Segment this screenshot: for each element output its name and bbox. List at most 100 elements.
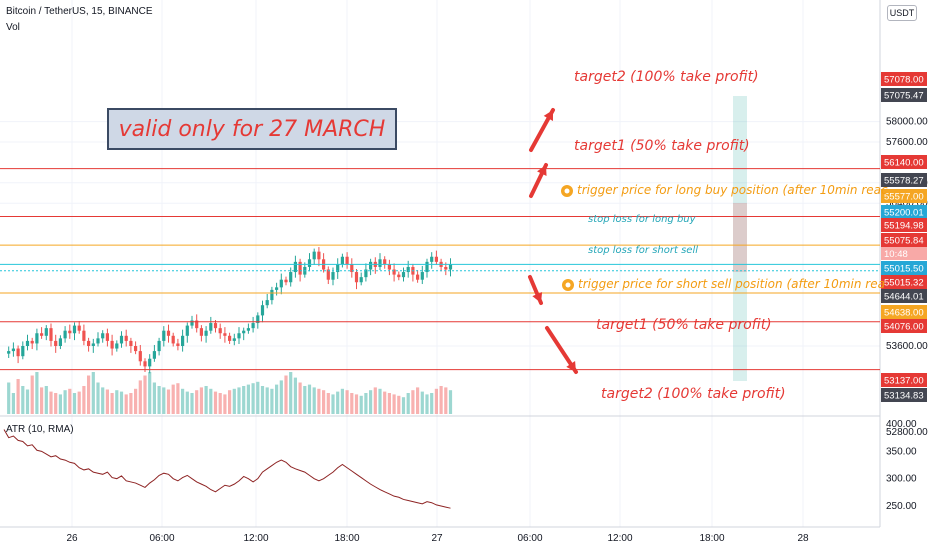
- atr-line: [3, 429, 451, 509]
- arrow-up-target1: [529, 163, 548, 198]
- volume-bar: [213, 391, 218, 414]
- candles: [7, 247, 453, 374]
- volume-bar: [115, 390, 119, 414]
- candle-body: [425, 261, 429, 273]
- candle-body: [72, 325, 77, 334]
- price-tag: 55200.01: [881, 205, 927, 219]
- volume-bar: [77, 391, 81, 414]
- candle-body: [190, 320, 194, 326]
- volume-bar: [265, 387, 269, 414]
- time-tick-label: 27: [431, 533, 443, 544]
- volume-bar: [171, 384, 175, 414]
- candle-body: [143, 361, 147, 367]
- volume-bar: [246, 384, 250, 414]
- candle-body: [350, 264, 354, 273]
- atr-tick-label: 350.00: [886, 446, 917, 457]
- short-trigger-icon: [562, 279, 574, 291]
- volume-bar: [312, 387, 316, 414]
- price-tag-label: 55075.84: [884, 236, 924, 247]
- volume-bar: [11, 393, 15, 414]
- volume-bar: [138, 380, 142, 414]
- time-axis: 26 06:00 12:00 18:00 27 06:00 12:00 18:00 28: [66, 533, 809, 544]
- candle-body: [199, 328, 203, 336]
- symbol-title: Bitcoin / TetherUS, 15, BINANCE: [6, 6, 153, 17]
- volume-bar: [7, 382, 11, 414]
- volume-bar: [119, 391, 124, 414]
- volume-bar: [218, 393, 222, 414]
- volume-bar: [359, 395, 363, 414]
- volume-bar: [387, 393, 391, 414]
- arrow-down-target2: [545, 326, 578, 374]
- long-trigger-icon: [561, 185, 573, 197]
- price-tag-label: 53137.00: [884, 376, 924, 387]
- volume-bar: [289, 372, 293, 414]
- volume-bar: [44, 386, 48, 414]
- candle-body: [91, 343, 95, 346]
- candle-body: [134, 346, 138, 352]
- time-tick-label: 12:00: [243, 533, 268, 544]
- volume-bar: [87, 375, 91, 414]
- volume-bar: [411, 390, 415, 414]
- volume-bar: [49, 391, 53, 414]
- time-tick-label: 06:00: [517, 533, 542, 544]
- volume-bar: [101, 387, 105, 414]
- price-tag: 55577.00: [881, 189, 927, 203]
- forecast-zone-mid: [733, 203, 747, 272]
- candle-body: [176, 343, 180, 346]
- time-tick-label: 28: [797, 533, 809, 544]
- volume-bar: [223, 394, 227, 414]
- volume-bars: [7, 372, 453, 414]
- annotation-target1-down: target1 (50% take profit): [596, 317, 772, 333]
- volume-bar: [298, 382, 302, 414]
- candle-body: [101, 333, 105, 339]
- annotation-long-trigger: trigger price for long buy position (aft…: [577, 183, 888, 197]
- price-tag: 54076.00: [881, 319, 927, 333]
- candle-body: [40, 333, 44, 336]
- price-tag: 55578.27: [881, 173, 927, 187]
- volume-bar: [420, 391, 424, 414]
- price-tag: 57075.47: [881, 88, 927, 102]
- annotation-target2-up: target2 (100% take profit): [574, 69, 759, 85]
- volume-bar: [383, 391, 387, 414]
- volume-bar: [228, 390, 232, 414]
- volume-bar: [369, 390, 373, 414]
- candle-body: [260, 305, 265, 316]
- volume-bar: [176, 383, 180, 414]
- candle-body: [49, 328, 53, 341]
- volume-bar: [181, 388, 185, 414]
- volume-bar: [204, 386, 208, 414]
- candle-body: [35, 333, 39, 344]
- candle-body: [96, 338, 100, 344]
- level-lines: [0, 168, 880, 371]
- price-tag-label: 55577.00: [884, 192, 924, 203]
- candle-body: [77, 325, 81, 331]
- candle-body: [119, 335, 124, 344]
- candle-body: [326, 269, 330, 280]
- candle-body: [152, 351, 156, 359]
- candle-body: [54, 340, 58, 346]
- volume-bar: [434, 388, 438, 414]
- candle-body: [157, 340, 161, 352]
- annotation-stop-short: stop loss for short sell: [588, 245, 698, 256]
- candle-body: [213, 323, 218, 329]
- volume-bar: [209, 388, 213, 414]
- candle-body: [82, 330, 86, 341]
- volume-bar: [134, 388, 138, 414]
- price-tags: 57078.00 57075.47 56140.00 55578.27 55577.00…: [881, 72, 927, 402]
- volume-bar: [63, 390, 67, 414]
- annotation-stop-long: stop loss for long buy: [588, 214, 696, 225]
- countdown-tag: 10:48: [881, 247, 927, 260]
- volume-bar: [68, 388, 72, 414]
- volume-bar: [148, 372, 152, 414]
- price-tag: 55194.98: [881, 218, 927, 232]
- price-tag-label: 54076.00: [884, 322, 924, 333]
- currency-button[interactable]: USDT: [887, 5, 917, 21]
- volume-bar: [392, 394, 396, 414]
- candle-body: [181, 335, 185, 346]
- candle-body: [298, 261, 302, 275]
- candle-body: [124, 335, 128, 341]
- volume-bar: [162, 387, 166, 414]
- candle-body: [148, 358, 152, 367]
- candle-body: [406, 266, 410, 273]
